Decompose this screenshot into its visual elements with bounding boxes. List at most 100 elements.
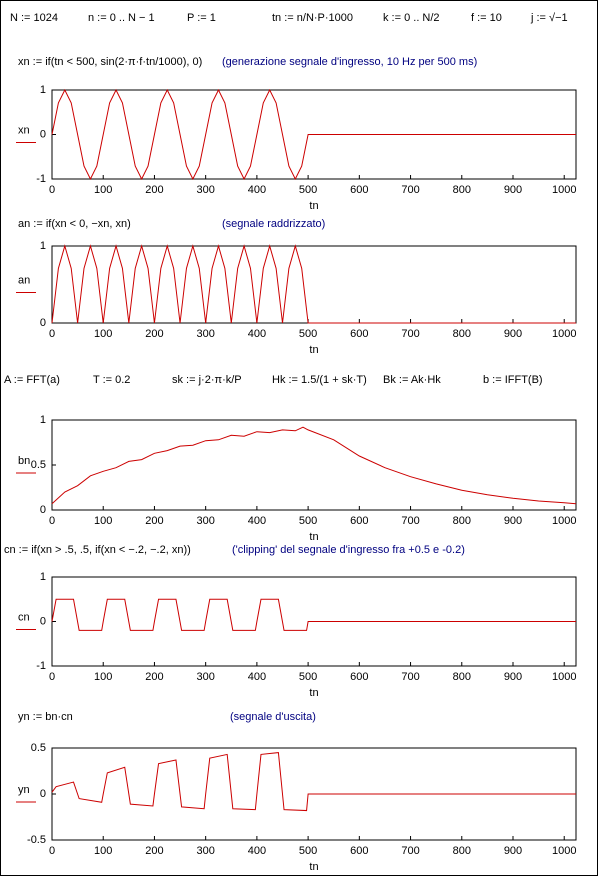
x-tick-label: 1000 [552,184,576,196]
x-tick-label: 0 [49,515,55,527]
x-tick-label: 200 [145,184,163,196]
x-axis-label: tn [309,531,318,543]
x-tick-label: 100 [94,515,112,527]
data-line [51,88,576,181]
x-tick-label: 1000 [552,671,576,683]
x-tick-label: 600 [350,184,368,196]
x-axis-label: tn [309,344,318,356]
formula: an := if(xn < 0, −xn, xn) [18,218,131,230]
x-tick-label: 300 [196,515,214,527]
x-tick-label: 600 [350,515,368,527]
y-tick-label: -0.5 [27,834,46,846]
x-tick-label: 700 [401,184,419,196]
x-tick-label: 300 [196,328,214,340]
definition: tn := n/N·P·1000 [272,12,353,24]
formula: cn := if(xn > .5, .5, if(xn < −.2, −.2, … [4,544,191,556]
x-tick-label: 1000 [552,515,576,527]
x-tick-label: 700 [401,845,419,857]
definition: Hk := 1.5/(1 + sk·T) [272,374,367,386]
y-tick-label: 1 [40,571,46,583]
comment: (segnale raddrizzato) [222,218,325,230]
data-line [51,752,576,812]
y-tick-label: 1 [40,84,46,96]
y-tick-label: 0 [40,504,46,516]
definition: sk := j·2·π·k/P [172,374,242,386]
definition: Bk := Ak·Hk [383,374,441,386]
definition: b := IFFT(B) [483,374,543,386]
x-tick-label: 0 [49,328,55,340]
x-tick-label: 800 [453,184,471,196]
x-axis-label: tn [309,687,318,699]
x-tick-label: 500 [299,671,317,683]
y-tick-label: 0 [40,788,46,800]
x-tick-label: 200 [145,845,163,857]
x-tick-label: 300 [196,671,214,683]
x-tick-label: 900 [504,671,522,683]
y-axis-label: xn [18,124,30,136]
x-tick-label: 1000 [552,845,576,857]
x-tick-label: 200 [145,671,163,683]
y-tick-label: 0 [40,128,46,140]
x-tick-label: 100 [94,845,112,857]
y-tick-label: 0 [40,317,46,329]
x-tick-label: 900 [504,184,522,196]
definition: A := FFT(a) [4,374,60,386]
y-tick-label: -1 [36,660,46,672]
definition: N := 1024 [10,12,58,24]
x-tick-label: 200 [145,515,163,527]
data-line [51,598,576,631]
x-tick-label: 0 [49,184,55,196]
definition: j := √−1 [530,12,568,24]
y-tick-label: 0 [40,615,46,627]
data-line [51,244,576,324]
formula: yn := bn·cn [18,711,73,723]
x-tick-label: 100 [94,184,112,196]
x-tick-label: 500 [299,328,317,340]
y-tick-label: 0.5 [31,742,46,754]
x-tick-label: 400 [248,328,266,340]
x-tick-label: 400 [248,671,266,683]
x-tick-label: 700 [401,671,419,683]
y-axis-label: bn [18,455,30,467]
y-axis-label: yn [18,784,30,796]
definition: T := 0.2 [93,374,130,386]
comment: (generazione segnale d'ingresso, 10 Hz p… [222,56,477,68]
y-axis-label: an [18,274,30,286]
definition: k := 0 .. N/2 [383,12,440,24]
x-tick-label: 300 [196,845,214,857]
x-tick-label: 900 [504,515,522,527]
x-axis-label: tn [309,200,318,212]
comment: ('clipping' del segnale d'ingresso fra +… [232,544,465,556]
y-axis-label: cn [18,611,30,623]
x-tick-label: 100 [94,671,112,683]
x-tick-label: 600 [350,845,368,857]
x-tick-label: 800 [453,515,471,527]
x-tick-label: 500 [299,845,317,857]
x-tick-label: 400 [248,845,266,857]
formula: xn := if(tn < 500, sin(2·π·f·tn/1000), 0… [18,56,202,68]
x-tick-label: 100 [94,328,112,340]
x-tick-label: 700 [401,328,419,340]
x-tick-label: 900 [504,328,522,340]
x-tick-label: 800 [453,845,471,857]
x-tick-label: 500 [299,515,317,527]
x-tick-label: 400 [248,184,266,196]
y-tick-label: 1 [40,414,46,426]
y-tick-label: -1 [36,173,46,185]
definition: f := 10 [471,12,502,24]
x-tick-label: 800 [453,328,471,340]
comment: (segnale d'uscita) [230,711,316,723]
data-line [51,426,577,505]
x-tick-label: 800 [453,671,471,683]
x-tick-label: 900 [504,845,522,857]
x-tick-label: 0 [49,671,55,683]
x-tick-label: 600 [350,671,368,683]
y-tick-label: 0.5 [31,459,46,471]
x-tick-label: 300 [196,184,214,196]
x-axis-label: tn [309,861,318,873]
x-tick-label: 500 [299,184,317,196]
y-tick-label: 1 [40,240,46,252]
x-tick-label: 600 [350,328,368,340]
